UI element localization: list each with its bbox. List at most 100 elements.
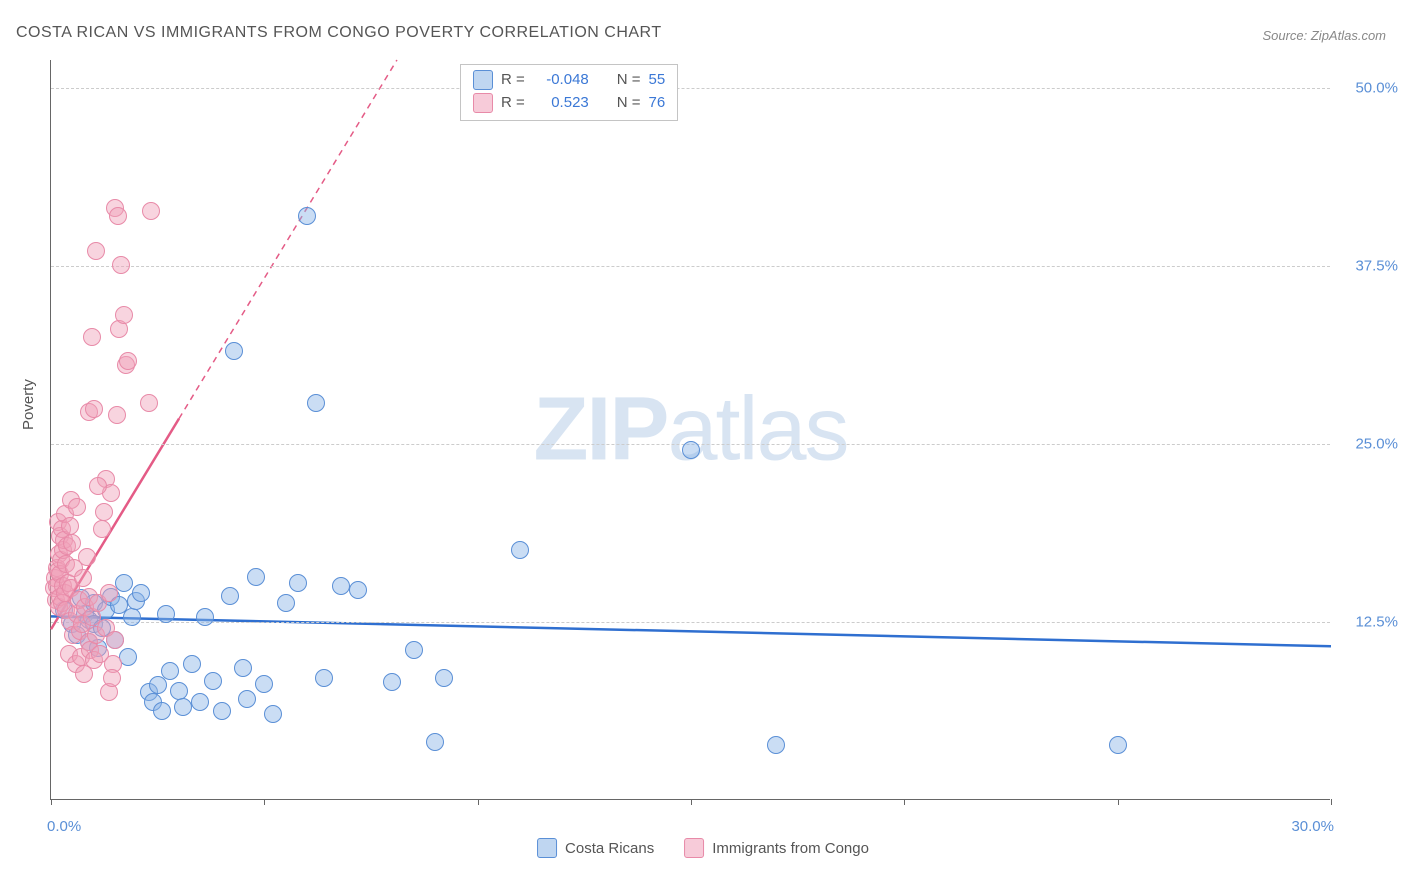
legend-swatch-pink-icon bbox=[684, 838, 704, 858]
scatter-point-congo bbox=[74, 569, 92, 587]
trend-lines-svg bbox=[51, 60, 1330, 799]
n-value-pink: 76 bbox=[649, 92, 666, 115]
scatter-point-congo bbox=[85, 400, 103, 418]
scatter-point-congo bbox=[142, 202, 160, 220]
scatter-point-costa_ricans bbox=[277, 594, 295, 612]
x-tick bbox=[1331, 799, 1332, 805]
scatter-point-costa_ricans bbox=[349, 581, 367, 599]
scatter-point-congo bbox=[63, 534, 81, 552]
scatter-point-costa_ricans bbox=[264, 705, 282, 723]
scatter-point-costa_ricans bbox=[332, 577, 350, 595]
scatter-point-costa_ricans bbox=[132, 584, 150, 602]
scatter-point-costa_ricans bbox=[1109, 736, 1127, 754]
stats-row-blue: R = -0.048 N = 55 bbox=[473, 69, 665, 92]
scatter-point-costa_ricans bbox=[435, 669, 453, 687]
scatter-point-costa_ricans bbox=[204, 672, 222, 690]
scatter-point-costa_ricans bbox=[149, 676, 167, 694]
scatter-point-congo bbox=[112, 256, 130, 274]
x-tick bbox=[264, 799, 265, 805]
scatter-point-costa_ricans bbox=[315, 669, 333, 687]
gridline bbox=[51, 622, 1330, 623]
scatter-point-costa_ricans bbox=[123, 608, 141, 626]
x-tick bbox=[478, 799, 479, 805]
source-attribution: Source: ZipAtlas.com bbox=[1262, 28, 1386, 43]
series-legend: Costa Ricans Immigrants from Congo bbox=[537, 838, 869, 858]
scatter-point-congo bbox=[108, 406, 126, 424]
watermark-light: atlas bbox=[667, 379, 847, 479]
scatter-point-costa_ricans bbox=[196, 608, 214, 626]
y-tick-label: 12.5% bbox=[1338, 614, 1398, 631]
legend-item-pink: Immigrants from Congo bbox=[684, 838, 869, 858]
scatter-point-costa_ricans bbox=[174, 698, 192, 716]
gridline bbox=[51, 88, 1330, 89]
x-tick bbox=[51, 799, 52, 805]
watermark-bold: ZIP bbox=[533, 379, 667, 479]
scatter-point-costa_ricans bbox=[298, 207, 316, 225]
scatter-point-congo bbox=[95, 503, 113, 521]
r-value-blue: -0.048 bbox=[533, 69, 589, 92]
legend-label-pink: Immigrants from Congo bbox=[712, 840, 869, 857]
r-label-2: R = bbox=[501, 92, 525, 115]
scatter-point-costa_ricans bbox=[191, 693, 209, 711]
scatter-point-costa_ricans bbox=[161, 662, 179, 680]
n-label-2: N = bbox=[617, 92, 641, 115]
stats-row-pink: R = 0.523 N = 76 bbox=[473, 92, 665, 115]
scatter-point-costa_ricans bbox=[767, 736, 785, 754]
scatter-point-congo bbox=[100, 584, 118, 602]
correlation-stats-legend: R = -0.048 N = 55 R = 0.523 N = 76 bbox=[460, 64, 678, 121]
y-tick-label: 50.0% bbox=[1338, 80, 1398, 97]
scatter-point-congo bbox=[61, 517, 79, 535]
scatter-point-costa_ricans bbox=[213, 702, 231, 720]
n-label: N = bbox=[617, 69, 641, 92]
x-tick bbox=[691, 799, 692, 805]
scatter-point-costa_ricans bbox=[115, 574, 133, 592]
legend-swatch-blue-icon bbox=[537, 838, 557, 858]
chart-title: COSTA RICAN VS IMMIGRANTS FROM CONGO POV… bbox=[16, 24, 662, 42]
scatter-point-costa_ricans bbox=[225, 342, 243, 360]
scatter-point-congo bbox=[68, 498, 86, 516]
scatter-point-costa_ricans bbox=[221, 587, 239, 605]
scatter-point-costa_ricans bbox=[255, 675, 273, 693]
scatter-point-congo bbox=[140, 394, 158, 412]
scatter-point-congo bbox=[119, 352, 137, 370]
legend-item-blue: Costa Ricans bbox=[537, 838, 654, 858]
scatter-point-congo bbox=[83, 328, 101, 346]
y-tick-label: 25.0% bbox=[1338, 436, 1398, 453]
gridline bbox=[51, 266, 1330, 267]
scatter-point-costa_ricans bbox=[682, 441, 700, 459]
chart-plot-area: ZIPatlas 0.0% 30.0% 12.5%25.0%37.5%50.0% bbox=[50, 60, 1330, 800]
scatter-point-congo bbox=[93, 520, 111, 538]
scatter-point-costa_ricans bbox=[247, 568, 265, 586]
swatch-blue-icon bbox=[473, 70, 493, 90]
scatter-point-congo bbox=[109, 207, 127, 225]
scatter-point-costa_ricans bbox=[238, 690, 256, 708]
scatter-point-congo bbox=[78, 548, 96, 566]
scatter-point-costa_ricans bbox=[307, 394, 325, 412]
r-value-pink: 0.523 bbox=[533, 92, 589, 115]
swatch-pink-icon bbox=[473, 93, 493, 113]
legend-label-blue: Costa Ricans bbox=[565, 840, 654, 857]
scatter-point-costa_ricans bbox=[234, 659, 252, 677]
scatter-point-congo bbox=[87, 242, 105, 260]
n-value-blue: 55 bbox=[649, 69, 666, 92]
scatter-point-costa_ricans bbox=[153, 702, 171, 720]
scatter-point-costa_ricans bbox=[511, 541, 529, 559]
scatter-point-costa_ricans bbox=[157, 605, 175, 623]
x-axis-max-label: 30.0% bbox=[1291, 818, 1334, 835]
x-axis-min-label: 0.0% bbox=[47, 818, 81, 835]
scatter-point-congo bbox=[106, 631, 124, 649]
y-axis-label: Poverty bbox=[20, 379, 37, 430]
scatter-point-costa_ricans bbox=[383, 673, 401, 691]
x-tick bbox=[1118, 799, 1119, 805]
scatter-point-costa_ricans bbox=[183, 655, 201, 673]
y-tick-label: 37.5% bbox=[1338, 258, 1398, 275]
x-tick bbox=[904, 799, 905, 805]
scatter-point-congo bbox=[103, 669, 121, 687]
watermark: ZIPatlas bbox=[533, 378, 847, 481]
scatter-point-congo bbox=[115, 306, 133, 324]
r-label: R = bbox=[501, 69, 525, 92]
scatter-point-costa_ricans bbox=[289, 574, 307, 592]
scatter-point-costa_ricans bbox=[426, 733, 444, 751]
scatter-point-costa_ricans bbox=[405, 641, 423, 659]
scatter-point-congo bbox=[89, 477, 107, 495]
